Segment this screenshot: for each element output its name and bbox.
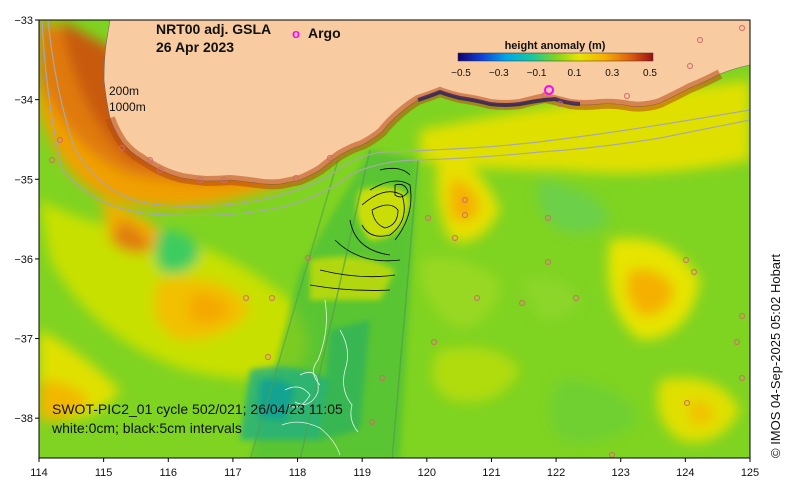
- argo-float: [686, 62, 694, 70]
- copyright-text: © IMOS 04-Sep-2025 05:02 Hobart: [768, 254, 783, 458]
- argo-float: [268, 294, 276, 302]
- argo-float: [738, 374, 746, 382]
- argo-highlight: [544, 85, 554, 95]
- argo-float: [544, 258, 552, 266]
- argo-float: [48, 156, 56, 164]
- argo-legend-label: Argo: [308, 25, 341, 41]
- x-tick-label: 114: [30, 467, 48, 479]
- argo-float: [304, 254, 312, 262]
- argo-float: [292, 174, 300, 182]
- coastal-band: [105, 69, 723, 190]
- colorbar-title: height anomaly (m): [505, 40, 606, 52]
- argo-float: [544, 214, 552, 222]
- bathymetry-contours: [41, 20, 750, 217]
- colorbar-tick-label: 0.5: [643, 68, 657, 79]
- colorbar-tick-label: −0.5: [451, 68, 471, 79]
- argo-float: [242, 294, 250, 302]
- argo-float: [738, 24, 746, 32]
- x-tick-label: 115: [95, 467, 113, 479]
- argo-float: [220, 176, 228, 184]
- map-date: 26 Apr 2023: [156, 39, 234, 55]
- map-title: NRT00 adj. GSLA: [156, 21, 271, 37]
- argo-float: [326, 154, 334, 162]
- bathy-label-1000: 1000m: [109, 100, 146, 114]
- argo-float: [424, 214, 432, 222]
- argo-float: [451, 234, 459, 242]
- swot-pass-info: SWOT-PIC2_01 cycle 502/021; 26/04/23 11:…: [52, 401, 343, 417]
- argo-float: [696, 36, 704, 44]
- argo-float: [572, 294, 580, 302]
- y-tick-label: −34: [14, 95, 33, 107]
- argo-float: [118, 144, 126, 152]
- argo-float: [378, 374, 386, 382]
- y-tick-label: −37: [14, 334, 33, 346]
- y-tick-label: −36: [14, 254, 33, 266]
- x-tick-label: 119: [353, 467, 371, 479]
- argo-float: [556, 100, 564, 108]
- argo-float: [156, 166, 164, 174]
- argo-float: [473, 294, 481, 302]
- plot-frame: [38, 19, 751, 459]
- colorbar-tick-label: −0.3: [489, 68, 509, 79]
- x-tick-label: 122: [547, 467, 565, 479]
- y-tick-label: −38: [14, 413, 33, 425]
- argo-markers: [48, 24, 746, 458]
- argo-float: [196, 176, 204, 184]
- x-tick-label: 121: [482, 467, 500, 479]
- argo-float: [623, 92, 631, 100]
- argo-float: [518, 299, 526, 307]
- y-tick-label: −35: [14, 174, 33, 186]
- x-tick-label: 123: [612, 467, 630, 479]
- argo-float: [690, 268, 698, 276]
- swot-contours-white: [281, 299, 359, 456]
- swot-contours-black: [309, 167, 412, 291]
- map-plot-area: [39, 20, 750, 458]
- x-axis: 114 115 116 117 118 119 120 121 122 123 124 125: [30, 458, 759, 479]
- colorbar: height anomaly (m) −0.5 −0.3 −0.1 0.1 0.3 0.5: [451, 40, 657, 79]
- argo-float: [146, 156, 154, 164]
- argo-float: [683, 399, 691, 407]
- swot-contour-legend: white:0cm; black:5cm intervals: [51, 420, 242, 436]
- x-tick-label: 120: [418, 467, 436, 479]
- x-tick-label: 116: [159, 467, 177, 479]
- argo-float: [738, 312, 746, 320]
- argo-float: [461, 196, 469, 204]
- argo-float: [56, 136, 64, 144]
- argo-float: [264, 353, 272, 361]
- colorbar-tick-label: 0.3: [605, 68, 619, 79]
- bathy-label-200: 200m: [109, 84, 139, 98]
- argo-float: [461, 211, 469, 219]
- argo-float: [682, 256, 690, 264]
- colorbar-scale: [457, 52, 654, 62]
- colorbar-tick-label: 0.1: [567, 68, 581, 79]
- argo-legend-marker: o: [292, 26, 300, 41]
- argo-float: [733, 338, 741, 346]
- x-tick-label: 117: [224, 467, 242, 479]
- argo-float: [430, 338, 438, 346]
- y-tick-label: −33: [14, 15, 33, 27]
- argo-float: [368, 418, 376, 426]
- swot-swaths: [240, 149, 419, 458]
- x-tick-label: 125: [741, 467, 759, 479]
- x-tick-label: 118: [289, 467, 307, 479]
- colorbar-tick-label: −0.1: [527, 68, 547, 79]
- y-axis: −33 −34 −35 −36 −37 −38: [14, 15, 39, 425]
- coastal-band-dark: [417, 89, 581, 107]
- colorbar-ticks: −0.5 −0.3 −0.1 0.1 0.3 0.5: [451, 68, 657, 79]
- x-tick-label: 124: [676, 467, 694, 479]
